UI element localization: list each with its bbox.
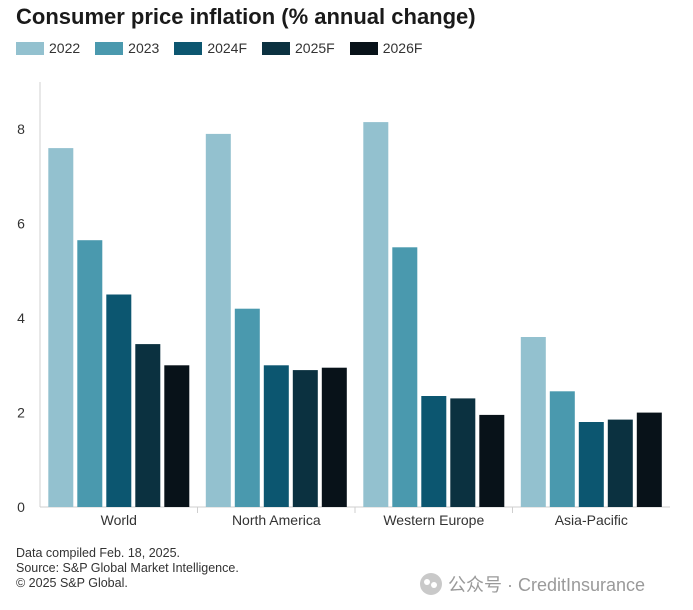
- legend-item: 2024F: [174, 40, 247, 56]
- bar: [549, 391, 575, 507]
- legend-item: 2026F: [349, 40, 423, 56]
- legend-label: 2026F: [382, 40, 423, 56]
- legend-label: 2022: [49, 40, 81, 56]
- watermark: 公众号 · CreditInsurance: [420, 571, 645, 597]
- x-category-label: Western Europe: [383, 512, 484, 528]
- footnotes: Data compiled Feb. 18, 2025. Source: S&P …: [16, 546, 239, 591]
- bar: [578, 422, 604, 507]
- bar: [205, 133, 231, 507]
- legend: 2022 2023 2024F 2025F 2026F: [16, 40, 437, 56]
- footnote-line: Data compiled Feb. 18, 2025.: [16, 546, 180, 560]
- bar: [421, 396, 447, 507]
- bar: [106, 294, 132, 507]
- y-tick-label: 6: [17, 216, 25, 232]
- legend-swatch: [349, 41, 378, 55]
- bar: [234, 308, 260, 507]
- legend-swatch: [174, 41, 203, 55]
- bar: [520, 337, 546, 507]
- bar: [392, 247, 418, 508]
- watermark-text: 公众号 · CreditInsurance: [448, 575, 646, 595]
- y-tick-label: 8: [17, 121, 25, 137]
- x-category-label: World: [101, 512, 137, 528]
- footnote-line: © 2025 S&P Global.: [16, 576, 128, 590]
- legend-item: 2023: [95, 40, 159, 56]
- bar: [263, 365, 289, 507]
- y-tick-label: 2: [17, 405, 25, 421]
- legend-item: 2022: [16, 40, 80, 56]
- legend-swatch: [262, 41, 291, 55]
- bar: [48, 148, 74, 507]
- bar: [636, 412, 662, 507]
- legend-label: 2023: [128, 40, 160, 56]
- legend-label: 2024F: [207, 40, 248, 56]
- legend-item: 2025F: [262, 40, 335, 56]
- legend-swatch: [16, 41, 44, 55]
- legend-swatch: [95, 41, 124, 55]
- y-tick-label: 0: [17, 499, 25, 515]
- y-tick-label: 4: [17, 310, 25, 326]
- chart-title: Consumer price inflation (% annual chang…: [16, 4, 476, 29]
- wechat-icon: [420, 573, 442, 595]
- legend-label: 2025F: [295, 40, 335, 56]
- bar: [292, 370, 318, 507]
- x-category-label: North America: [232, 512, 321, 528]
- bar: [164, 365, 190, 507]
- bar: [77, 240, 103, 507]
- bar: [607, 419, 633, 507]
- footnote-line: Source: S&P Global Market Intelligence.: [16, 561, 239, 575]
- bar: [479, 414, 505, 507]
- bar: [450, 398, 476, 507]
- bar: [321, 367, 347, 507]
- bar: [363, 122, 389, 507]
- x-category-label: Asia-Pacific: [555, 512, 628, 528]
- bar: [135, 344, 161, 507]
